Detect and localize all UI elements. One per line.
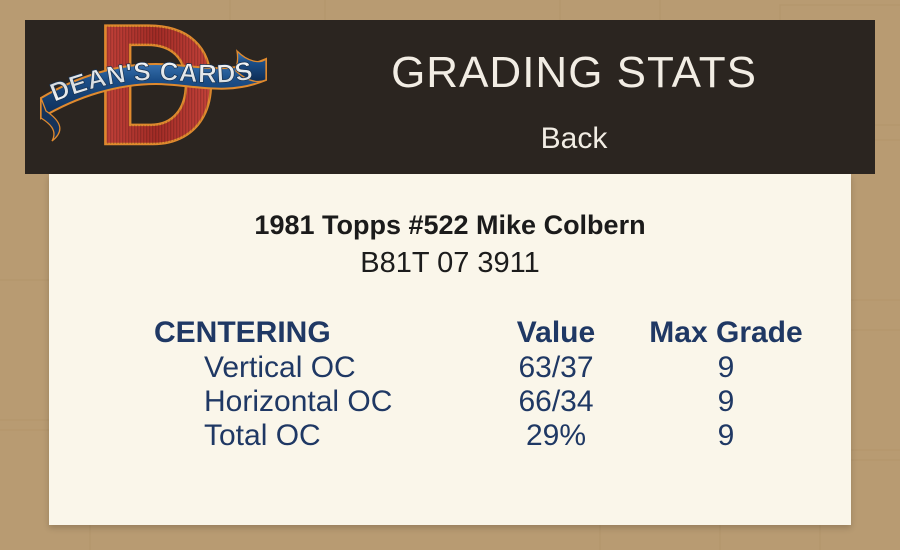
svg-text:D: D (94, 22, 218, 172)
